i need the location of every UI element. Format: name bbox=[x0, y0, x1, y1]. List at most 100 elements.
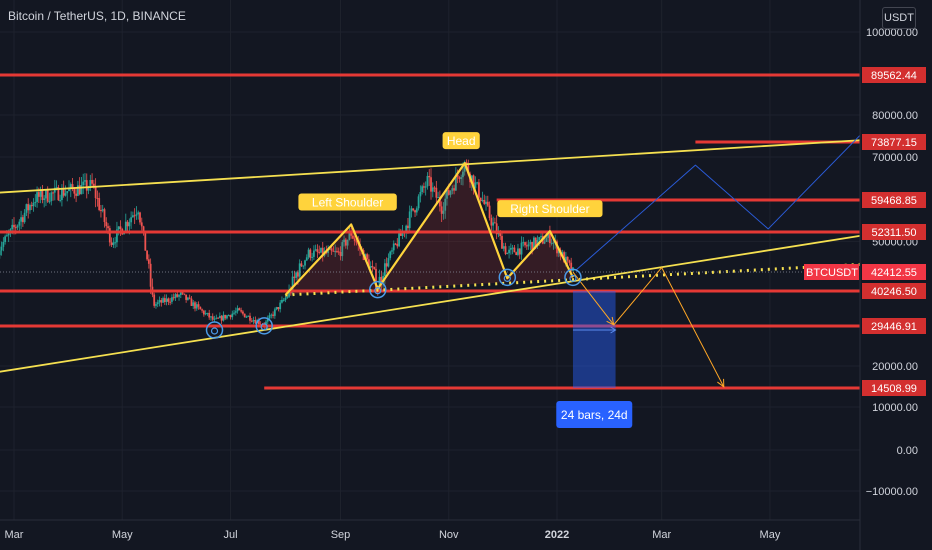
candle bbox=[176, 292, 179, 298]
candle bbox=[178, 293, 180, 301]
candle-body bbox=[236, 308, 239, 312]
candle-body bbox=[520, 242, 523, 255]
candle bbox=[311, 252, 314, 262]
candle-body bbox=[423, 186, 425, 188]
candle-body bbox=[131, 215, 134, 218]
candle bbox=[453, 184, 455, 195]
candle-body bbox=[195, 304, 198, 309]
candle-body bbox=[412, 208, 415, 211]
candle-body bbox=[545, 237, 548, 242]
pivot-circle-ring bbox=[564, 268, 582, 287]
candle-body bbox=[460, 177, 463, 179]
candle bbox=[440, 201, 443, 223]
candle-body bbox=[211, 316, 214, 320]
level-price-tag: 59468.85 bbox=[862, 192, 926, 208]
candle-body bbox=[550, 242, 553, 244]
candle-body bbox=[249, 315, 251, 321]
candle-body bbox=[444, 198, 447, 211]
pattern-label-box bbox=[442, 132, 480, 150]
level-price-tag-text: 14508.99 bbox=[871, 383, 917, 395]
candle bbox=[314, 244, 317, 252]
candle-body bbox=[291, 276, 294, 294]
candle bbox=[110, 237, 113, 247]
candle bbox=[284, 294, 287, 303]
candle-body bbox=[481, 199, 484, 201]
level-price-tag-box bbox=[862, 224, 926, 240]
candle bbox=[48, 192, 51, 204]
candle bbox=[218, 312, 221, 319]
candle bbox=[41, 185, 44, 204]
candle-body bbox=[328, 248, 331, 250]
candle bbox=[231, 310, 234, 320]
candle bbox=[181, 292, 184, 295]
candle bbox=[426, 172, 429, 190]
candle-body bbox=[197, 304, 200, 307]
candle-body bbox=[178, 295, 180, 297]
candle-body bbox=[124, 221, 127, 232]
candle-body bbox=[135, 214, 138, 216]
candle bbox=[94, 178, 97, 208]
price-axis-tick: 10000.00 bbox=[872, 402, 918, 414]
candle-body bbox=[155, 304, 157, 306]
candle bbox=[185, 294, 188, 303]
candle-body bbox=[557, 250, 560, 254]
pivot-circle bbox=[369, 280, 387, 299]
candle-body bbox=[486, 201, 489, 206]
candle-body bbox=[339, 251, 342, 257]
candle-body bbox=[543, 241, 546, 244]
level-price-tag-box bbox=[862, 192, 926, 208]
level-price-tag-text: 89562.44 bbox=[871, 70, 917, 82]
candle bbox=[84, 173, 86, 186]
candle bbox=[233, 310, 235, 316]
candle-body bbox=[334, 251, 337, 253]
level-price-tag-text: 59468.85 bbox=[871, 195, 917, 207]
candle bbox=[451, 185, 454, 195]
candle bbox=[520, 236, 523, 260]
candle-body bbox=[257, 320, 260, 325]
candle bbox=[162, 296, 164, 303]
candle bbox=[279, 299, 282, 313]
candle-body bbox=[52, 192, 54, 194]
candle-body bbox=[279, 302, 282, 310]
candle-body bbox=[293, 276, 296, 278]
candle-body bbox=[163, 298, 166, 303]
candle bbox=[371, 260, 374, 272]
candle bbox=[98, 192, 101, 212]
candle-body bbox=[57, 187, 60, 201]
candle bbox=[486, 195, 489, 207]
candle bbox=[206, 312, 209, 316]
candle-body bbox=[105, 221, 108, 227]
candle bbox=[511, 244, 514, 255]
candle-body bbox=[304, 260, 306, 266]
candle bbox=[442, 202, 445, 220]
candle bbox=[80, 176, 83, 195]
candle-body bbox=[509, 248, 512, 250]
candle-body bbox=[174, 294, 177, 299]
candle bbox=[27, 198, 30, 219]
candle-body bbox=[153, 294, 156, 306]
candle-body bbox=[266, 318, 269, 322]
candle bbox=[300, 260, 303, 268]
grid bbox=[0, 0, 860, 520]
candle-body bbox=[321, 247, 324, 256]
candle bbox=[158, 296, 161, 307]
candle-body bbox=[242, 311, 244, 314]
candle bbox=[525, 241, 528, 250]
candle-body bbox=[270, 314, 273, 316]
candle bbox=[282, 297, 285, 302]
candle bbox=[210, 315, 212, 321]
candle-body bbox=[286, 296, 289, 298]
candle-body bbox=[525, 245, 528, 247]
candle bbox=[187, 296, 189, 301]
date-range-label: 24 bars, 24d bbox=[556, 401, 633, 428]
candle-body bbox=[467, 163, 470, 174]
candle bbox=[116, 221, 118, 248]
candle-body bbox=[314, 249, 317, 251]
candle bbox=[266, 315, 269, 325]
candle-body bbox=[23, 212, 26, 223]
candle-body bbox=[46, 189, 49, 202]
candle bbox=[61, 184, 63, 207]
candle-body bbox=[41, 190, 44, 200]
currency-button[interactable]: USDT bbox=[882, 7, 916, 29]
